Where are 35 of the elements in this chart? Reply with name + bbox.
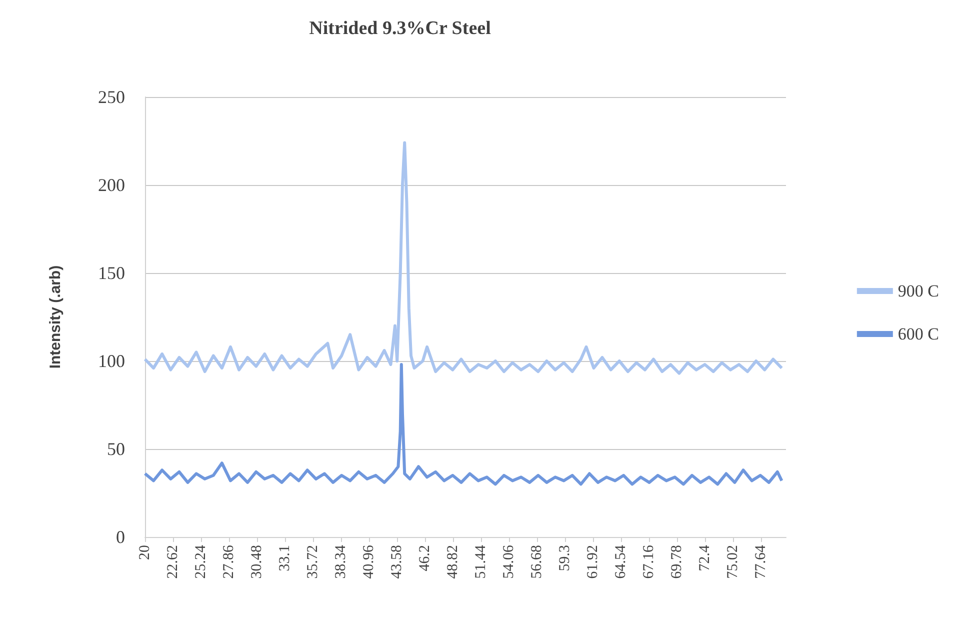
x-tick-label: 77.64 <box>752 544 769 579</box>
x-tick-label: 72.4 <box>696 544 713 572</box>
y-axis-title: Intensity (.arb) <box>47 265 64 369</box>
x-tick-label: 56.68 <box>528 545 545 579</box>
x-tick-label: 48.82 <box>444 545 461 579</box>
y-tick-label: 150 <box>98 263 125 283</box>
x-tick-label: 40.96 <box>360 544 377 579</box>
x-tick-label: 35.72 <box>304 545 321 579</box>
x-tick-label: 61.92 <box>584 545 601 579</box>
x-tick-label: 22.62 <box>164 545 181 579</box>
x-tick-label: 27.86 <box>220 544 237 579</box>
line-series <box>144 141 784 375</box>
x-tick-label: 51.44 <box>472 544 489 579</box>
x-tick-label: 64.54 <box>612 544 629 579</box>
y-tick-label: 250 <box>98 87 125 107</box>
line-series <box>144 363 784 486</box>
x-tick-label: 54.06 <box>500 544 517 579</box>
x-tick-label: 69.78 <box>668 545 685 579</box>
y-tick-label: 50 <box>107 439 125 459</box>
x-tick-label: 30.48 <box>248 545 265 579</box>
x-tick-label: 75.02 <box>724 545 741 579</box>
x-tick-label: 20 <box>137 545 153 560</box>
legend-label: 600 C <box>898 324 940 344</box>
x-tick-label: 59.3 <box>556 545 573 572</box>
legend-label: 900 C <box>898 282 940 300</box>
y-tick-label: 0 <box>116 527 125 547</box>
y-tick-label: 200 <box>98 175 125 195</box>
y-tick-label: 100 <box>98 351 125 371</box>
x-tick-label: 25.24 <box>192 544 209 579</box>
x-tick-label: 43.58 <box>388 545 405 579</box>
x-tick-label: 46.2 <box>416 545 433 572</box>
x-tick-label: 33.1 <box>276 545 293 572</box>
chart-title: Nitrided 9.3%Cr Steel <box>309 18 491 39</box>
x-tick-label: 67.16 <box>640 544 657 579</box>
x-tick-label: 38.34 <box>332 544 349 579</box>
